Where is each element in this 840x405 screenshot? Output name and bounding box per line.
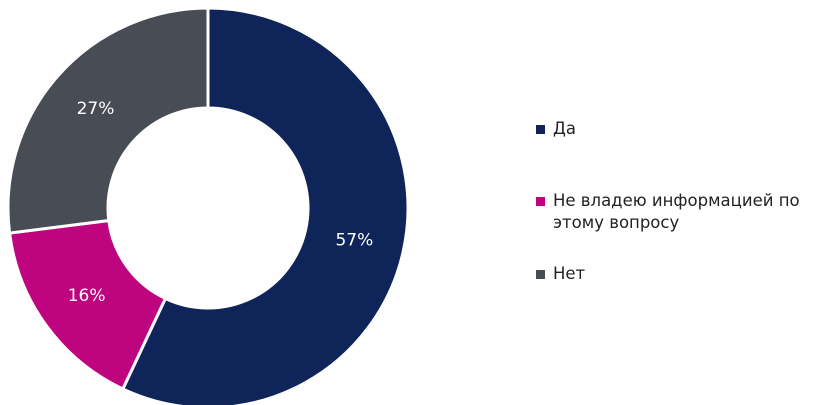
legend-entry: Нет (536, 263, 836, 285)
slice-label: 57% (335, 231, 373, 251)
slice-label: 27% (77, 99, 115, 119)
legend-entry: Да (536, 118, 836, 140)
legend-label: Не владею информацией по этому вопросу (553, 191, 800, 232)
slice-label: 16% (68, 286, 106, 306)
legend-swatch (536, 197, 545, 206)
legend-entry: Не владею информацией по этому вопросу (536, 190, 836, 234)
legend-label: Да (553, 119, 577, 138)
slice (120, 6, 410, 405)
legend-label: Нет (553, 264, 586, 283)
chart: 57% 16% 27% (6, 6, 410, 405)
slice (6, 6, 210, 235)
legend-swatch (536, 125, 545, 134)
legend-swatch (536, 270, 545, 279)
slice (7, 218, 168, 391)
